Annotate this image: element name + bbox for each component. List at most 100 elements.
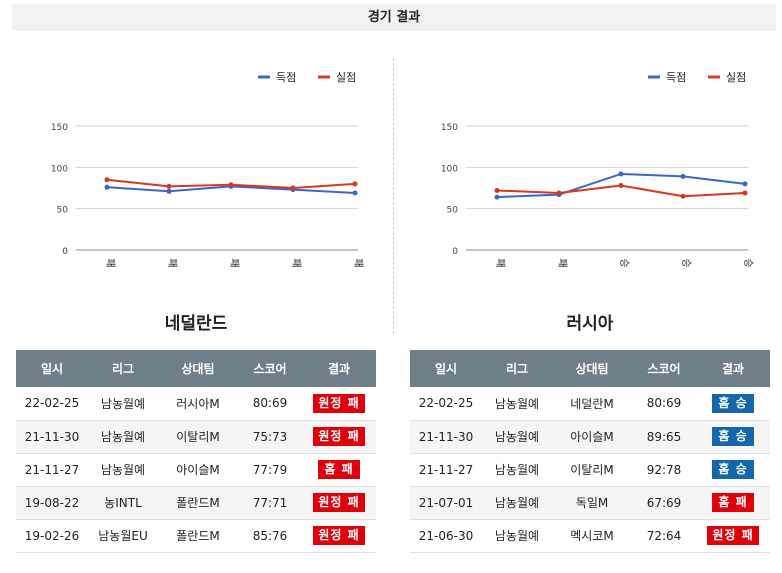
table-row: 19-08-22 농INTL 폴란드M 77:71 원정 패: [16, 486, 376, 520]
header-date: 일시: [410, 350, 482, 387]
x-tick-label: 패: [290, 258, 302, 267]
x-tick-label: 패: [556, 258, 568, 267]
data-point: [352, 181, 358, 187]
cell-league: 남농월EU: [88, 519, 158, 553]
header-result: 결과: [302, 350, 376, 387]
cell-result: 홈 패: [302, 453, 376, 487]
result-badge: 홈 패: [712, 493, 754, 512]
table-row: 21-06-30 남농월예 멕시코M 72:64 원정 패: [410, 519, 770, 553]
cell-opponent: 러시아M: [158, 387, 238, 421]
result-badge: 홈 패: [318, 460, 360, 479]
result-badge: 원정 패: [707, 526, 759, 545]
data-point: [352, 190, 358, 196]
cell-opponent: 폴란드M: [158, 519, 238, 553]
header-date: 일시: [16, 350, 88, 387]
result-badge: 홈 승: [712, 460, 754, 479]
table-row: 22-02-25 남농월예 러시아M 80:69 원정 패: [16, 387, 376, 421]
cell-league: 남농월예: [88, 453, 158, 487]
data-point: [618, 183, 624, 189]
cell-score: 89:65: [632, 420, 696, 454]
y-tick-label: 50: [447, 206, 459, 216]
y-tick-label: 150: [441, 123, 458, 133]
cell-date: 19-02-26: [16, 519, 88, 553]
chart-netherlands: 0 50 100 150 패 패 패 패 패 득점 실점: [51, 71, 364, 268]
cell-date: 21-06-30: [410, 519, 482, 553]
result-badge: 홈 승: [712, 393, 754, 413]
cell-date: 21-11-27: [16, 453, 88, 487]
cell-result: 원정 패: [302, 387, 376, 421]
data-point: [742, 190, 748, 196]
data-point: [228, 182, 234, 188]
cell-result: 원정 패: [302, 486, 376, 520]
cell-date: 22-02-25: [410, 387, 482, 421]
team-name-netherlands: 네덜란드: [164, 314, 228, 334]
table-row: 21-11-27 남농월예 이탈리M 92:78 홈 승: [410, 453, 770, 487]
cell-league: 남농월예: [88, 387, 158, 421]
table-row: 21-11-30 남농월예 이탈리M 75:73 원정 패: [16, 420, 376, 454]
result-badge: 원정 패: [313, 427, 365, 446]
result-badge: 원정 패: [313, 393, 365, 413]
table-header-row: 일시 리그 상대팀 스코어 결과: [410, 350, 770, 387]
cell-score: 72:64: [632, 519, 696, 553]
data-point: [104, 177, 110, 183]
data-point: [104, 184, 110, 190]
table-row: 21-07-01 남농월예 독일M 67:69 홈 패: [410, 486, 770, 520]
data-point: [618, 171, 624, 177]
cell-score: 75:73: [238, 420, 302, 454]
x-tick-label: 패: [352, 258, 364, 267]
table-row: 21-11-30 남농월예 아이슬M 89:65 홈 승: [410, 420, 770, 454]
data-point: [494, 187, 500, 193]
cell-result: 홈 승: [696, 420, 770, 454]
data-point: [742, 181, 748, 187]
cell-date: 21-11-27: [410, 453, 482, 487]
cell-date: 21-11-30: [16, 420, 88, 454]
legend-label: 득점: [666, 71, 686, 84]
y-tick-label: 100: [441, 164, 458, 174]
x-tick-label: 승: [742, 258, 754, 267]
y-tick-label: 150: [51, 123, 68, 133]
cell-date: 19-08-22: [16, 486, 88, 520]
cell-result: 원정 패: [302, 420, 376, 454]
data-point: [166, 188, 172, 194]
table-row: 22-02-25 남농월예 네덜란M 80:69 홈 승: [410, 387, 770, 421]
cell-date: 21-07-01: [410, 486, 482, 520]
header-score: 스코어: [238, 350, 302, 387]
legend-label: 실점: [336, 71, 356, 84]
page-title: 경기 결과: [12, 4, 776, 31]
cell-league: 남농월예: [482, 387, 552, 421]
cell-opponent: 폴란드M: [158, 486, 238, 520]
cell-result: 홈 승: [696, 387, 770, 421]
team-name-russia: 러시아: [566, 314, 614, 334]
y-tick-label: 0: [452, 247, 458, 257]
y-tick-label: 0: [62, 247, 68, 257]
cell-result: 홈 패: [696, 486, 770, 520]
cell-date: 21-11-30: [410, 420, 482, 454]
cell-league: 남농월예: [482, 453, 552, 487]
result-badge: 원정 패: [313, 526, 365, 545]
data-point: [680, 193, 686, 199]
x-tick-label: 패: [104, 258, 116, 267]
header-league: 리그: [88, 350, 158, 387]
cell-score: 92:78: [632, 453, 696, 487]
cell-opponent: 아이슬M: [158, 453, 238, 487]
cell-league: 남농월예: [482, 519, 552, 553]
chart-russia: 0 50 100 150 패 패 승 승 승 득점 실점: [441, 71, 754, 268]
cell-score: 67:69: [632, 486, 696, 520]
x-tick-label: 패: [494, 258, 506, 267]
x-tick-label: 패: [166, 258, 178, 267]
result-badge: 원정 패: [313, 493, 365, 512]
x-tick-label: 패: [228, 258, 240, 267]
legend-label: 득점: [276, 71, 296, 84]
cell-score: 77:71: [238, 486, 302, 520]
header-score: 스코어: [632, 350, 696, 387]
data-point: [556, 190, 562, 196]
cell-date: 22-02-25: [16, 387, 88, 421]
cell-opponent: 독일M: [552, 486, 632, 520]
table-header-row: 일시 리그 상대팀 스코어 결과: [16, 350, 376, 387]
table-row: 21-11-27 남농월예 아이슬M 77:79 홈 패: [16, 453, 376, 487]
header-opponent: 상대팀: [552, 350, 632, 387]
cell-league: 남농월예: [88, 420, 158, 454]
cell-opponent: 이탈리M: [158, 420, 238, 454]
y-tick-label: 100: [51, 164, 68, 174]
x-tick-label: 승: [618, 258, 630, 267]
